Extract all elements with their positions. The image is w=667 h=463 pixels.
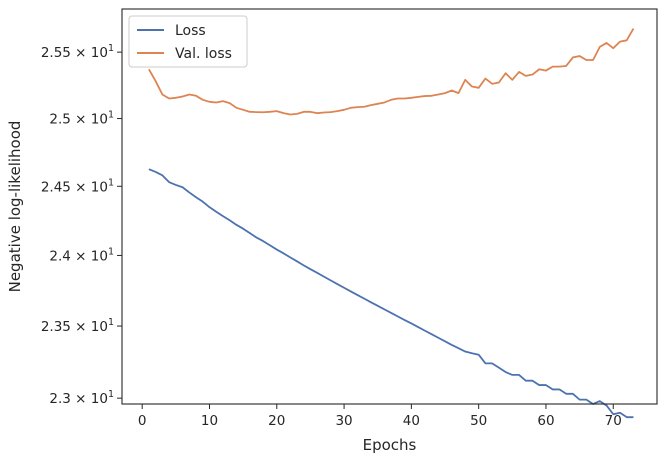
x-tick-label: 50: [470, 413, 487, 429]
y-tick-label: 2.45 × 101: [41, 177, 114, 195]
axes-frame: [121, 8, 658, 405]
x-axis-label: Epochs: [363, 436, 417, 454]
legend-frame: [128, 15, 248, 68]
y-tick-label: 2.55 × 101: [41, 43, 114, 61]
y-tick-label: 2.4 × 101: [49, 246, 114, 264]
legend-label-loss: Loss: [175, 23, 206, 39]
series-line-0: [148, 168, 634, 419]
plot-area: [121, 8, 658, 419]
y-tick-label: 2.5 × 101: [49, 110, 114, 128]
x-tick-label: 60: [537, 413, 554, 429]
series-layer: [148, 28, 635, 419]
y-tick-label: 2.3 × 101: [49, 389, 114, 407]
y-axis: 2.3 × 101 2.35 × 101 2.4 × 101 2.45 × 101 2.…: [41, 43, 122, 407]
legend-label-val-loss: Val. loss: [175, 46, 232, 62]
x-tick-label: 10: [201, 413, 218, 429]
y-tick-label: 2.35 × 101: [41, 317, 114, 335]
x-tick-label: 40: [403, 413, 420, 429]
x-tick-label: 30: [335, 413, 352, 429]
x-axis: 0 10 20 30 40 50 60 70: [138, 404, 622, 429]
y-axis-label: Negative log-likelihood: [6, 121, 24, 293]
x-tick-label: 20: [268, 413, 285, 429]
x-tick-label: 0: [138, 413, 147, 429]
legend: Loss Val. loss: [128, 15, 248, 68]
x-tick-label: 70: [605, 413, 622, 429]
series-line-1: [148, 28, 635, 116]
